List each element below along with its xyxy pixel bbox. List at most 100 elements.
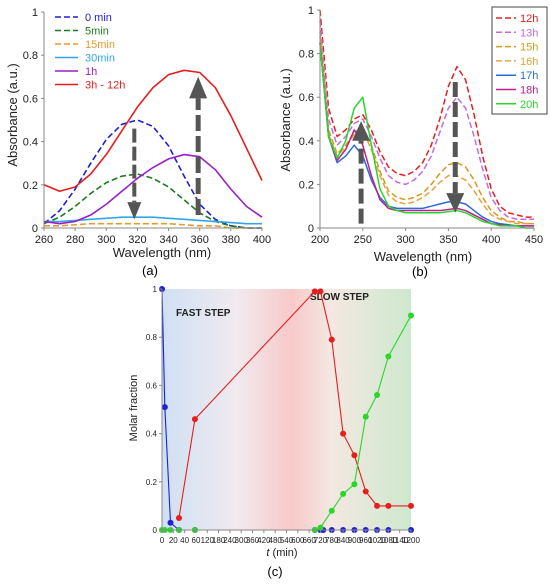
- data-point-c-green: [385, 353, 392, 360]
- x-tick-label-c: 780: [325, 536, 339, 545]
- legend-label-a-0-min: 0 min: [85, 12, 112, 24]
- series-line-a-15min: [44, 222, 262, 229]
- y-tick-label-b: 0.4: [299, 136, 314, 148]
- x-tick-label-c: 960: [359, 536, 373, 545]
- x-axis-title-c-unit: (min): [269, 547, 297, 559]
- panel-label-a: (a): [142, 263, 158, 278]
- x-tick-label-b: 450: [525, 234, 543, 246]
- series-line-a-0-min: [43, 119, 262, 229]
- legend-label-a-30min: 30min: [85, 53, 115, 65]
- x-tick-label-c: 660: [302, 536, 316, 545]
- data-point-c-green: [340, 490, 347, 497]
- legend-label-b-12h: 12h: [520, 13, 538, 25]
- trend-arrows-a: [127, 76, 208, 220]
- data-point-c-green: [408, 312, 414, 319]
- y-tick-label-c: 0.4: [146, 430, 158, 439]
- data-point-c-green: [374, 392, 381, 399]
- arrow-down-head-a: [127, 202, 142, 220]
- data-point-c-red: [175, 514, 182, 521]
- x-tick-label-a: 280: [66, 234, 84, 246]
- x-tick-label-c: 0: [160, 536, 165, 545]
- x-tick-label-c: 420: [257, 536, 271, 545]
- y-tick-label-c: 0.2: [146, 478, 158, 487]
- x-axis-title-c-var: t: [266, 547, 270, 559]
- data-point-c-blue: [167, 519, 174, 526]
- y-axis-title-c: Molar fraction: [128, 375, 140, 442]
- chart-c: FAST STEP SLOW STEP 0 20 40 60 1201802403003…: [128, 285, 420, 579]
- data-point-c-green: [328, 507, 335, 514]
- y-tick-label-b: 0.2: [299, 179, 314, 191]
- data-point-c-red: [340, 430, 347, 437]
- x-tick-label-c: 120: [201, 536, 215, 545]
- annotation-slow-step: SLOW STEP: [310, 292, 369, 303]
- data-point-c-red: [374, 502, 381, 509]
- x-tick-label-c: 1140: [391, 536, 409, 545]
- legend-label-a-15min: 15min: [85, 39, 115, 51]
- y-tick-label-a: 0.2: [23, 180, 38, 192]
- y-tick-label-a: 0: [32, 223, 38, 235]
- trend-arrows-b: [352, 81, 465, 224]
- x-tick-label-c: 360: [246, 536, 260, 545]
- data-point-c-green: [317, 524, 324, 531]
- y-tick-label-c: 0: [153, 526, 158, 535]
- data-point-c-red: [317, 288, 324, 295]
- x-tick-label-c: 1080: [379, 536, 397, 545]
- data-point-c-green: [362, 413, 369, 420]
- series-line-a-5min: [43, 173, 262, 229]
- x-tick-label-c: 900: [348, 536, 362, 545]
- x-tick-label-c: 20: [169, 536, 178, 545]
- arrow-up-head-a: [189, 76, 208, 99]
- y-axis-title-a: Absorbance (a.u.): [5, 63, 20, 166]
- legend-label-b-13h: 13h: [520, 27, 538, 39]
- x-tick-label-c: 300: [235, 536, 249, 545]
- data-point-c-red: [408, 502, 414, 509]
- legend-label-b-16h: 16h: [520, 56, 538, 68]
- y-tick-label-c: 1: [153, 285, 158, 294]
- data-point-c-red: [362, 488, 369, 495]
- chart-a: 260 280 300 320 340 360 380 400 0 0.2 0.4 0.6 0.8 1 0…: [5, 7, 271, 278]
- background-gradient-c: [162, 289, 411, 530]
- x-axis-title-a: Wavelength (nm): [113, 245, 212, 260]
- x-tick-label-a: 400: [253, 234, 271, 246]
- y-tick-label-b: 0.6: [299, 92, 314, 104]
- legend-label-a-3h-12h: 3h - 12h: [85, 80, 125, 92]
- x-tick-label-c: 600: [291, 536, 305, 545]
- y-tick-label-c: 0.8: [146, 333, 158, 342]
- x-tick-label-a: 300: [97, 234, 115, 246]
- series-line-b-17h: [319, 42, 534, 227]
- series-line-b-13h: [319, 20, 534, 221]
- series-line-b-20h: [319, 42, 534, 229]
- panel-label-c: (c): [267, 564, 282, 579]
- x-tick-label-c: 40: [180, 536, 189, 545]
- y-tick-label-b: 0.8: [299, 49, 314, 61]
- annotation-fast-step: FAST STEP: [176, 308, 231, 319]
- series-line-a-1h: [43, 153, 263, 225]
- x-axis-title-c: t (min): [266, 547, 297, 559]
- x-tick-label-b: 400: [482, 234, 500, 246]
- x-tick-label-b: 200: [311, 234, 329, 246]
- x-tick-label-c: 1020: [368, 536, 386, 545]
- x-tick-label-a: 380: [222, 234, 240, 246]
- x-tick-label-c: 840: [336, 536, 350, 545]
- y-tick-label-b: 1: [308, 5, 314, 17]
- y-tick-label-a: 0.6: [23, 93, 38, 105]
- x-tick-label-c: 720: [314, 536, 328, 545]
- x-tick-label-c: 240: [223, 536, 237, 545]
- x-tick-label-c: 540: [280, 536, 294, 545]
- legend-label-b-15h: 15h: [520, 42, 538, 54]
- series-line-b-18h: [319, 42, 534, 227]
- data-point-c-red: [191, 416, 198, 423]
- y-tick-label-c: 0.6: [146, 381, 158, 390]
- y-tick-label-a: 0.8: [23, 50, 38, 62]
- data-point-c-red: [385, 502, 392, 509]
- x-tick-label-c: 480: [269, 536, 283, 545]
- legend-label-a-1h: 1h: [85, 66, 97, 78]
- data-point-c-red: [311, 288, 318, 295]
- x-tick-label-a: 320: [128, 234, 146, 246]
- x-axis-title-b: Wavelength (nm): [374, 249, 473, 264]
- legend-label-a-5min: 5min: [85, 26, 109, 38]
- arrow-up-head-b: [352, 121, 371, 141]
